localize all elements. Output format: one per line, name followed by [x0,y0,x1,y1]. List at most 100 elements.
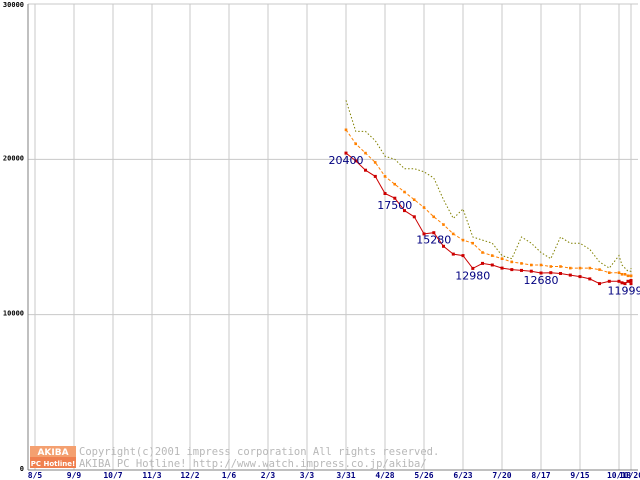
data-point-average [344,128,348,132]
data-point-low [500,266,504,270]
data-point-low [598,282,601,286]
x-tick-label: 4/28 [375,471,394,480]
data-point-average [442,223,445,226]
data-point-average [373,161,377,164]
data-point-low [617,279,621,283]
data-point-low [529,269,533,273]
data-point-average [617,271,621,274]
data-point-average [393,182,396,186]
data-point-low [461,254,465,258]
x-tick-label: 3/3 [300,471,315,480]
series [344,100,633,286]
watermark: AKIBA PC Hotline! Copyright(c)2001 impre… [30,446,439,470]
x-tick-label: 11/3 [142,471,161,480]
data-point-average [620,273,624,276]
data-point-average [608,271,611,274]
y-tick-label: 20000 [3,154,24,162]
data-point-average [471,241,474,245]
data-point-low [471,266,475,270]
data-point-low [442,244,445,248]
data-point-low [344,151,348,155]
x-tick-label: 3/31 [336,471,355,480]
data-point-average [520,262,523,265]
data-point-low [578,275,582,279]
logo-bottom-text: PC Hotline! [31,460,75,468]
y-tick-label: 0 [20,465,24,473]
data-point-low [403,209,406,213]
y-tick-label: 30000 [3,1,24,9]
x-tick-label: 5/26 [414,471,433,480]
x-tick-label: 10/13 [607,471,631,480]
data-point-low [568,273,572,277]
data-point-low [481,261,484,265]
data-point-low [629,279,633,282]
x-tick-label: 9/9 [67,471,82,480]
data-point-average [481,251,484,254]
data-point-average [364,151,367,155]
data-point-low [432,231,436,235]
data-point-low [383,192,387,195]
data-point-average [559,265,562,268]
data-point-average [490,254,494,257]
grid [28,3,638,471]
y-tick-label: 10000 [3,310,24,318]
data-label: 12680 [524,274,559,287]
data-point-low [354,159,358,163]
data-point-average [510,260,513,264]
data-point-average [623,273,627,276]
data-point-low [451,252,455,256]
data-point-low [588,277,592,281]
data-point-low [629,282,633,286]
x-tick-label: 2/3 [261,471,276,480]
x-tick-label: 9/15 [570,471,589,480]
akiba-logo: AKIBA PC Hotline! [30,446,76,468]
data-point-average [422,206,426,209]
data-point-low [412,215,416,219]
data-point-average [354,142,357,146]
data-point-average [578,266,582,270]
data-point-average [461,238,465,242]
series-line-high [345,100,632,272]
data-point-average [451,232,455,236]
data-point-low [559,272,562,275]
data-point-low [549,271,553,275]
data-point-low [393,196,397,200]
data-point-average [383,175,387,178]
logo-top-text: AKIBA [37,448,68,458]
data-point-average [530,263,533,267]
data-point-average [403,190,406,194]
data-labels: 20400 17500 15280 12980 12680 11999 [329,154,640,298]
data-label: 17500 [377,199,412,212]
data-point-low [364,168,367,172]
data-label: 15280 [416,234,451,247]
data-point-average [588,266,592,270]
data-point-low [490,263,494,267]
data-point-low [607,279,611,283]
x-tick-label: 10/20 [619,471,640,480]
axes: 0 10000 20000 30000 8/5 9/9 10/7 11/3 12/2 1/6 2/3… [3,1,640,480]
data-point-average [629,274,633,278]
data-point-average [569,266,572,270]
data-label: 11999 [608,285,640,298]
x-tick-label: 8/17 [531,471,550,480]
x-tick-label: 12/2 [180,471,199,480]
copyright-text: Copyright(c)2001 impress corporation All… [79,446,439,458]
data-point-low [510,268,514,272]
data-point-low [373,174,377,178]
series-line-low [345,152,632,285]
data-point-low [626,279,630,283]
site-url-text: AKIBA PC Hotline! http://www.watch.impre… [79,458,427,470]
data-point-average [626,274,630,278]
x-tick-label: 7/20 [492,471,511,480]
data-point-average [500,257,504,260]
data-point-low [623,282,627,286]
data-point-average [549,265,553,268]
x-tick-label: 8/5 [28,471,43,480]
data-point-low [620,281,624,285]
x-tick-label: 10/7 [103,471,122,480]
data-label: 20400 [329,154,364,167]
data-point-low [539,271,543,275]
data-point-average [539,263,543,267]
data-point-average [412,198,416,201]
